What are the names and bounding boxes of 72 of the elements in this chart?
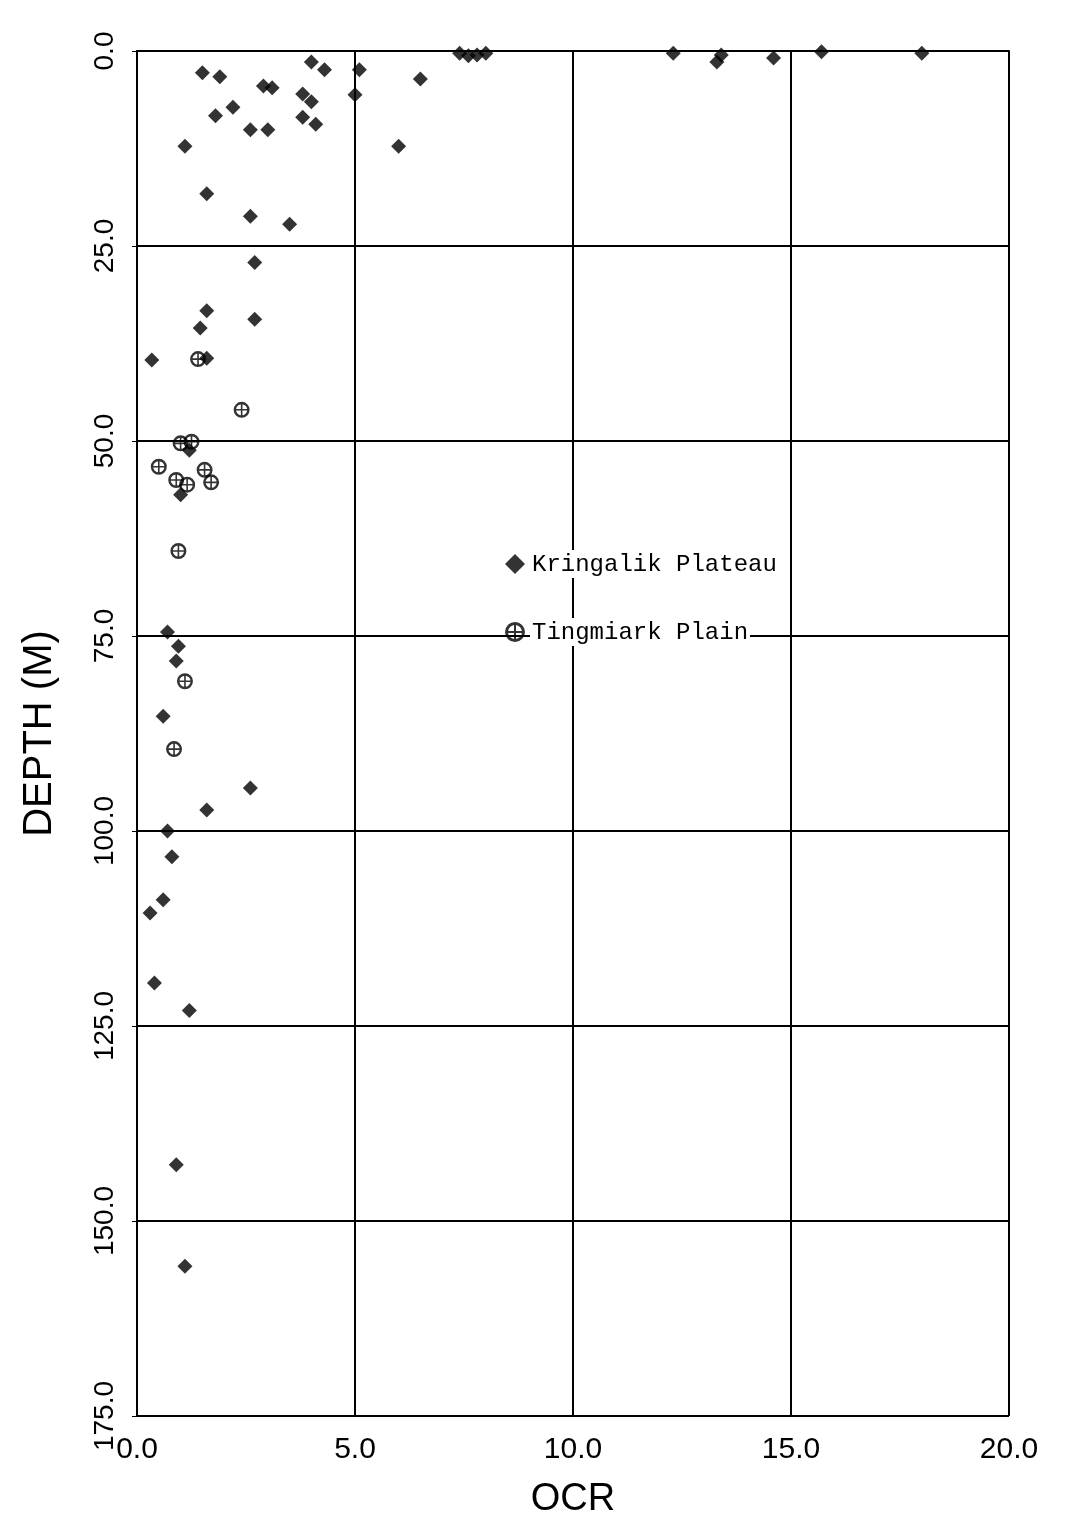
y-axis-title: DEPTH (M) xyxy=(15,630,59,837)
point xyxy=(168,653,184,669)
point xyxy=(160,823,176,839)
point xyxy=(242,208,258,224)
point xyxy=(260,122,276,138)
point xyxy=(914,45,930,61)
point xyxy=(176,673,193,690)
point xyxy=(190,351,207,368)
point xyxy=(347,87,363,103)
point xyxy=(303,54,319,70)
point xyxy=(199,802,215,818)
point xyxy=(233,401,250,418)
point xyxy=(478,45,494,61)
point xyxy=(242,780,258,796)
legend-label: Kringalik Plateau xyxy=(532,550,777,578)
point xyxy=(168,1157,184,1173)
point xyxy=(170,542,187,559)
x-tick-label: 5.0 xyxy=(334,1430,376,1464)
point xyxy=(155,892,171,908)
point xyxy=(199,186,215,202)
legend-label: Tingmiark Plain xyxy=(532,618,749,646)
point xyxy=(203,474,220,491)
point xyxy=(665,45,681,61)
point xyxy=(295,109,311,125)
point xyxy=(225,99,241,115)
point xyxy=(247,311,263,327)
point xyxy=(144,352,160,368)
point xyxy=(303,94,319,110)
point xyxy=(247,254,263,270)
point xyxy=(242,122,258,138)
y-tick-label: 150.0 xyxy=(87,1185,119,1257)
y-tick-label: 0.0 xyxy=(87,31,119,71)
point xyxy=(308,116,324,132)
point xyxy=(160,624,176,640)
point xyxy=(391,138,407,154)
point xyxy=(264,80,280,96)
point xyxy=(155,708,171,724)
y-tick-label: 75.0 xyxy=(87,608,119,664)
point xyxy=(316,62,332,78)
x-tick-label: 0.0 xyxy=(116,1430,158,1464)
point xyxy=(192,320,208,336)
point xyxy=(179,476,196,493)
y-tick-label: 25.0 xyxy=(87,218,119,274)
point xyxy=(177,138,193,154)
y-tick-label: 100.0 xyxy=(87,795,119,867)
point xyxy=(181,1002,197,1018)
point xyxy=(173,487,189,503)
point xyxy=(766,50,782,66)
point xyxy=(199,303,215,319)
point xyxy=(150,458,167,475)
x-tick-label: 15.0 xyxy=(761,1430,821,1464)
point xyxy=(295,86,311,102)
point xyxy=(212,69,228,85)
point xyxy=(412,71,428,87)
point xyxy=(351,62,367,78)
point xyxy=(713,47,729,63)
y-tick-label: 50.0 xyxy=(87,413,119,469)
x-tick-label: 10.0 xyxy=(543,1430,603,1464)
point xyxy=(164,849,180,865)
point xyxy=(282,216,298,232)
x-tick-label: 20.0 xyxy=(979,1430,1039,1464)
point xyxy=(814,44,830,60)
point xyxy=(170,638,186,654)
point xyxy=(142,905,158,921)
point xyxy=(194,65,210,81)
x-axis-title: OCR xyxy=(530,1476,616,1518)
point xyxy=(177,1258,193,1274)
point xyxy=(166,741,183,758)
y-tick-label: 125.0 xyxy=(87,990,119,1062)
point xyxy=(146,975,162,991)
point xyxy=(207,108,223,124)
point xyxy=(183,433,200,450)
